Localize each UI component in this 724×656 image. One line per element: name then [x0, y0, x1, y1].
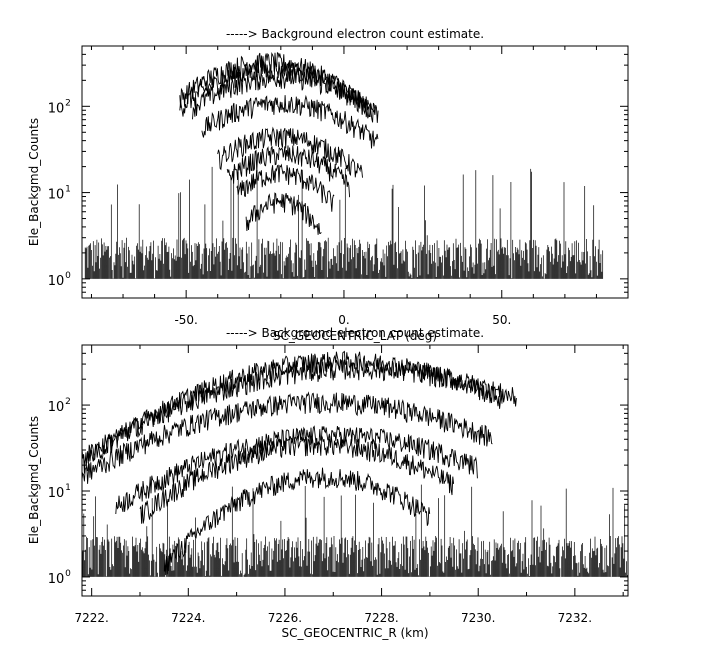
chart-title: -----> Background electron count estimat… — [226, 27, 484, 41]
x-tick-label: 7226. — [268, 611, 302, 625]
x-tick-label: 50. — [492, 313, 511, 327]
y-tick-label: 10 — [48, 400, 65, 415]
x-axis-label: SC_GEOCENTRIC_R (km) — [282, 626, 429, 640]
series-line-7 — [236, 163, 335, 212]
x-tick-label: 7222. — [74, 611, 108, 625]
x-tick-label: 7224. — [171, 611, 205, 625]
y-tick-label: 10 — [48, 572, 65, 587]
x-tick-label: 7228. — [364, 611, 398, 625]
series-line-6 — [163, 467, 431, 576]
plot-frame — [81, 45, 629, 299]
series-line-2 — [81, 358, 517, 464]
x-tick-label: 7230. — [461, 611, 495, 625]
series-line-3 — [192, 68, 379, 123]
chart-panel-radius: -----> Background electron count estimat… — [27, 326, 629, 640]
y-tick-label: 10 — [48, 188, 65, 203]
series-line-4 — [201, 94, 379, 149]
plot-frame — [81, 344, 629, 597]
y-tick-exponent: 0 — [65, 271, 71, 281]
y-tick-label: 10 — [48, 274, 65, 289]
series-line-5 — [139, 435, 455, 524]
y-axis-label: Ele_Backgmd_Counts — [27, 118, 41, 246]
x-axis-ticks: 7222. 7224. 7226. 7228. 7230. 7232. — [74, 345, 624, 625]
y-tick-exponent: 2 — [65, 98, 71, 108]
series-line-8 — [245, 192, 322, 235]
x-tick-label: -50. — [174, 313, 197, 327]
x-axis-label: SC_GEOCENTRIC_LAT (deg) — [273, 329, 437, 343]
chart-title: -----> Background electron count estimat… — [226, 326, 484, 340]
y-tick-label: 10 — [48, 101, 65, 116]
y-tick-exponent: 1 — [65, 483, 71, 493]
series-line-5 — [217, 126, 363, 178]
series-line-4 — [115, 425, 478, 515]
x-tick-label: 0. — [338, 313, 349, 327]
y-tick-exponent: 0 — [65, 569, 71, 579]
chart-panel-latitude: -----> Background electron count estimat… — [27, 27, 629, 343]
x-axis-ticks: -50. 0. 50. — [90, 46, 629, 327]
y-tick-exponent: 1 — [65, 185, 71, 195]
noise-floor-spikes — [84, 166, 604, 279]
y-axis-label: Ele_Backgmd_Counts — [27, 416, 41, 544]
y-tick-exponent: 2 — [65, 397, 71, 407]
x-tick-label: 7232. — [558, 611, 592, 625]
series-line-3 — [81, 391, 493, 484]
plot-area — [81, 350, 628, 577]
plot-area — [84, 51, 604, 279]
y-tick-label: 10 — [48, 486, 65, 501]
series-line-6 — [226, 145, 351, 198]
